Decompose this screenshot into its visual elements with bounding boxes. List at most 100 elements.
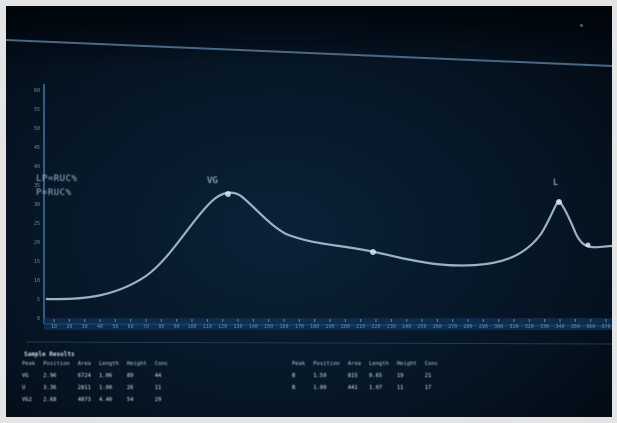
x-tick-label: 150 (264, 324, 273, 330)
column-header: Conc (154, 360, 168, 367)
y-tick-label: 60 (34, 88, 40, 94)
table-row: U 3.36 2811 1.00 26 11 (18, 382, 172, 394)
y-tick-label: 20 (34, 240, 40, 246)
screen-top-shadow (6, 6, 612, 66)
column-header: Length (99, 360, 119, 367)
y-tick-label: 50 (34, 126, 40, 132)
table-cell: 29 (154, 396, 162, 403)
x-tick-label: 220 (371, 324, 380, 330)
table-cell: 54 (126, 396, 134, 403)
table-cell: 441 (347, 384, 358, 391)
table-cell: 17 (424, 384, 432, 391)
table-row: B 1.59 815 0.65 19 21 (288, 370, 442, 382)
table-row: VG2 2.68 4873 4.40 54 29 (18, 394, 172, 406)
valley-marker (370, 249, 376, 255)
x-tick-label: 330 (540, 324, 549, 330)
y-tick-label: 55 (34, 107, 40, 113)
x-tick-label: 310 (509, 324, 518, 330)
table-row: VG 2.96 6724 1.06 89 44 (18, 370, 172, 382)
y-tick-label: 35 (34, 183, 40, 189)
y-tick-label: 5 (37, 297, 40, 303)
x-tick-label: 20 (66, 324, 72, 330)
x-tick-label: 250 (417, 324, 426, 330)
peak-label-vg: VG (207, 176, 218, 186)
x-tick-label: 190 (325, 324, 334, 330)
table-cell: 3.36 (43, 384, 57, 391)
x-tick-label: 300 (494, 324, 503, 330)
y-tick-label: 15 (34, 259, 40, 265)
x-tick-label: 120 (218, 324, 227, 330)
table-cell: 1.00 (99, 384, 113, 391)
x-tick-label: 290 (479, 324, 488, 330)
chromatogram-trace (45, 191, 612, 301)
x-tick-label: 200 (341, 324, 350, 330)
column-header: Position (43, 360, 70, 367)
table-cell: B (292, 384, 296, 391)
table-cell: 89 (126, 372, 134, 379)
table-cell: 44 (154, 372, 162, 379)
x-tick-label: 110 (203, 324, 212, 330)
results-separator (25, 341, 612, 345)
peak-marker-vg (225, 191, 231, 197)
chromatogram-plot: 10 20 30 40 50 60 70 80 90 100 110 120 130 140 150 160 1… (6, 39, 612, 345)
table-cell: U (22, 384, 26, 391)
column-header: Area (77, 360, 91, 367)
x-tick-label: 130 (233, 324, 242, 330)
table-cell: B (292, 372, 296, 379)
column-header: Position (313, 360, 340, 367)
column-header: Area (347, 360, 361, 367)
table-header-row: Peak Position Area Length Height Conc (288, 358, 442, 370)
table-cell: 1.06 (99, 372, 113, 379)
legend-line-1: LP=RUC% (36, 174, 78, 184)
x-tick-label: 160 (279, 324, 288, 330)
x-tick-label: 370 (601, 324, 610, 330)
x-tick-label: 210 (356, 324, 365, 330)
results-title: Sample Results (24, 351, 75, 358)
column-header: Conc (424, 360, 438, 367)
column-header: Peak (22, 360, 36, 367)
y-tick-label: 0 (37, 316, 40, 322)
top-border-line (6, 39, 612, 67)
x-tick-label: 240 (402, 324, 411, 330)
table-cell: VG2 (22, 396, 32, 403)
table-cell: 1.59 (313, 372, 327, 379)
x-tick-label: 80 (158, 324, 164, 330)
table-cell: 11 (396, 384, 404, 391)
x-tick-label: 260 (433, 324, 442, 330)
table-header-row: Peak Position Area Length Height Conc (18, 358, 172, 370)
peak-marker-l (556, 199, 562, 205)
x-tick-label: 90 (174, 324, 180, 330)
x-tick-label: 60 (128, 324, 134, 330)
y-tick-label: 10 (34, 278, 40, 284)
x-tick-label: 340 (555, 324, 564, 330)
x-tick-label: 40 (97, 324, 103, 330)
end-marker (585, 242, 591, 248)
x-tick-label: 180 (310, 324, 319, 330)
peak-label-l: L (553, 178, 559, 188)
table-cell: VG (22, 372, 29, 379)
y-tick-label: 45 (34, 145, 40, 151)
x-tick-label: 170 (295, 324, 304, 330)
x-tick-label: 280 (463, 324, 472, 330)
table-cell: 2.96 (43, 372, 57, 379)
results-table-left: Peak Position Area Length Height Conc VG… (18, 358, 172, 406)
column-header: Height (396, 360, 417, 367)
table-cell: 4873 (77, 396, 91, 403)
column-header: Height (126, 360, 147, 367)
table-cell: 11 (154, 384, 162, 391)
y-tick-label: 40 (34, 164, 40, 170)
y-tick-label: 25 (34, 221, 40, 227)
x-tick-label: 70 (143, 324, 149, 330)
table-cell: 1.09 (313, 384, 327, 391)
x-tick-label: 10 (51, 324, 57, 330)
x-axis-ticks: 10 20 30 40 50 60 70 80 90 100 110 120 130 140 150 160 1… (51, 319, 611, 330)
x-tick-label: 350 (571, 324, 580, 330)
x-tick-label: 140 (249, 324, 258, 330)
table-cell: 815 (347, 372, 358, 379)
x-tick-label: 270 (448, 324, 457, 330)
x-tick-label: 30 (82, 324, 88, 330)
table-cell: 4.40 (99, 396, 113, 403)
table-cell: 1.07 (369, 384, 383, 391)
